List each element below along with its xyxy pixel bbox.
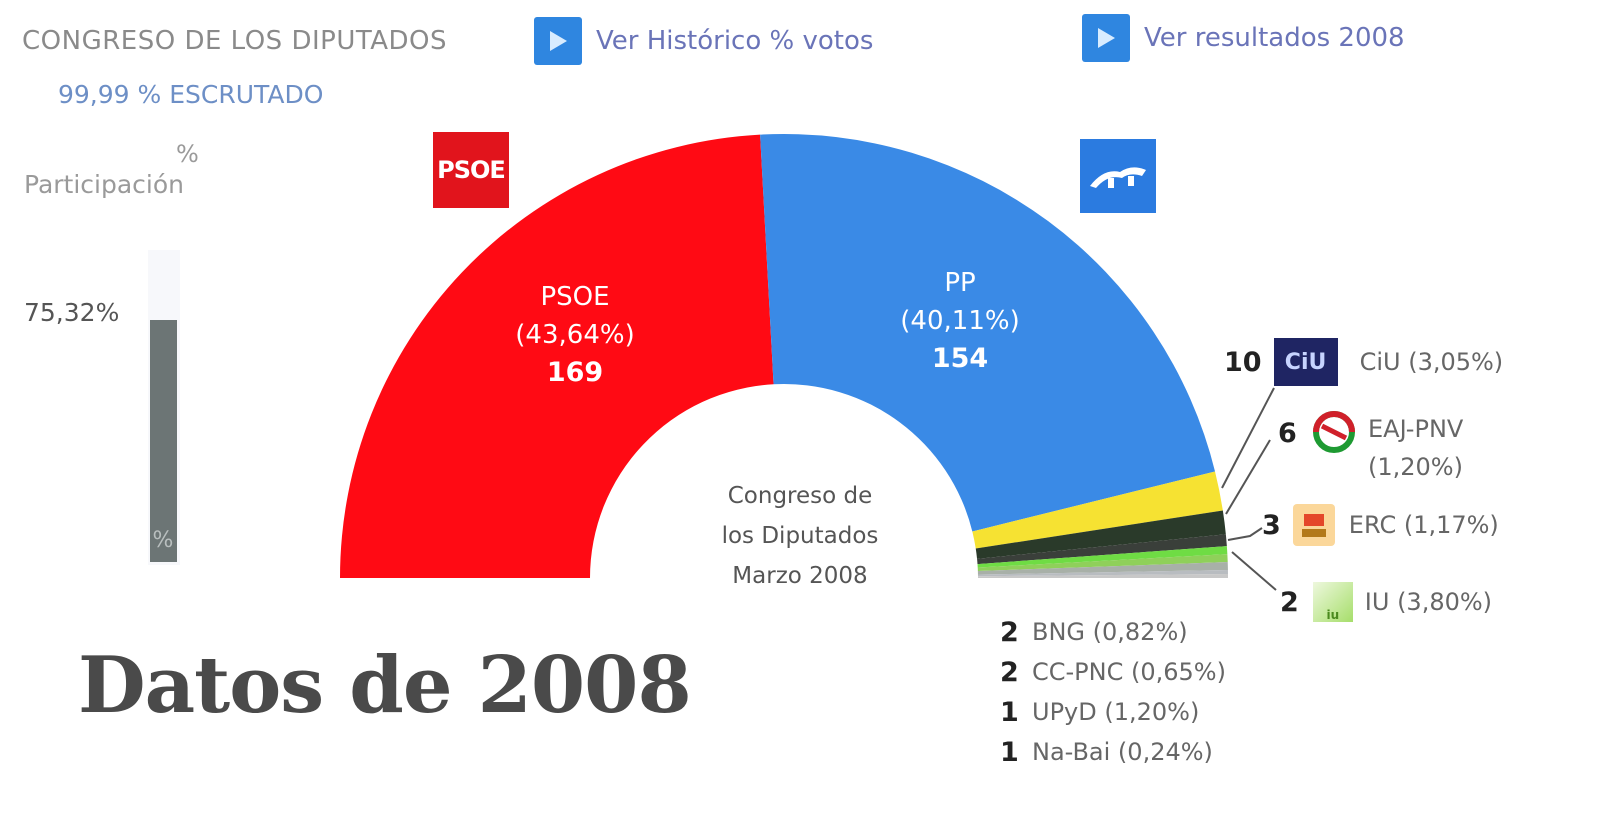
cc-pnc-seats: 2 bbox=[1000, 656, 1019, 688]
segment-bng bbox=[977, 554, 1228, 572]
participation-value: 75,32% bbox=[24, 298, 120, 327]
upyd-seats: 1 bbox=[1000, 696, 1019, 728]
play-icon bbox=[1082, 14, 1130, 62]
page-title: CONGRESO DE LOS DIPUTADOS bbox=[22, 26, 447, 56]
psoe-logo: PSOE bbox=[433, 132, 509, 208]
segment-upyd bbox=[977, 570, 1228, 577]
leader-lines bbox=[1221, 387, 1277, 591]
play-icon bbox=[534, 17, 582, 65]
pp-seats: 154 bbox=[931, 343, 989, 374]
segment-cc-pnc bbox=[977, 562, 1228, 575]
segment-pp bbox=[760, 134, 1216, 532]
pp-gull-icon bbox=[1090, 167, 1146, 188]
erc-seats: 3 bbox=[1262, 509, 1281, 541]
na-bai-label: Na-Bai (0,24%) bbox=[1032, 738, 1213, 766]
cc-pnc-label: CC-PNC (0,65%) bbox=[1032, 658, 1226, 686]
center-label-line3: Marzo 2008 bbox=[732, 563, 868, 589]
segment-psoe bbox=[340, 134, 774, 579]
minor-parties-list: 2 BNG (0,82%) 2 CC-PNC (0,65%) 1 UPyD (1… bbox=[1000, 612, 1226, 772]
footer-title: Datos de 2008 bbox=[78, 640, 692, 731]
pp-pct: (40,11%) bbox=[900, 306, 1020, 336]
segment-ciu bbox=[972, 471, 1223, 549]
pnv-logo bbox=[1313, 411, 1355, 453]
scrutiny-status: 99,99 % ESCRUTADO bbox=[58, 80, 324, 109]
legend-item-bng: 2 BNG (0,82%) bbox=[1000, 612, 1226, 652]
legend-item-iu: 2 iu IU (3,80%) bbox=[1280, 582, 1492, 622]
legend-item-pnv: 6 bbox=[1278, 418, 1297, 449]
center-label-line2: los Diputados bbox=[721, 523, 879, 549]
percent-icon: % bbox=[152, 528, 174, 553]
participation-percent-symbol: % bbox=[176, 140, 199, 168]
psoe-pct: (43,64%) bbox=[515, 320, 635, 350]
iu-seats: 2 bbox=[1280, 586, 1299, 618]
ciu-seats: 10 bbox=[1224, 346, 1262, 378]
results-2008-link[interactable]: Ver resultados 2008 bbox=[1082, 14, 1405, 62]
center-label-line1: Congreso de bbox=[727, 483, 873, 509]
pp-name: PP bbox=[944, 268, 976, 298]
participation-bar bbox=[150, 320, 177, 562]
bng-label: BNG (0,82%) bbox=[1032, 618, 1188, 646]
segment-iu bbox=[977, 546, 1228, 568]
legend-item-na-bai: 1 Na-Bai (0,24%) bbox=[1000, 732, 1226, 772]
results-2008-label: Ver resultados 2008 bbox=[1144, 23, 1405, 53]
erc-logo bbox=[1292, 504, 1335, 546]
legend-item-ciu: 10 CiU CiU (3,05%) bbox=[1224, 338, 1503, 386]
pp-logo bbox=[1080, 139, 1156, 213]
legend-item-upyd: 1 UPyD (1,20%) bbox=[1000, 692, 1226, 732]
iu-label: IU (3,80%) bbox=[1364, 588, 1493, 616]
pnv-label: EAJ-PNV (1,20%) bbox=[1368, 410, 1463, 486]
erc-label: ERC (1,17%) bbox=[1348, 511, 1499, 539]
ciu-logo: CiU bbox=[1273, 338, 1338, 386]
psoe-name: PSOE bbox=[540, 282, 610, 312]
na-bai-seats: 1 bbox=[1000, 736, 1019, 768]
pnv-label-name: EAJ-PNV bbox=[1368, 415, 1464, 443]
iu-logo: iu bbox=[1312, 582, 1353, 622]
segment-erc bbox=[977, 534, 1227, 565]
pnv-label-pct: (1,20%) bbox=[1368, 453, 1463, 481]
pnv-seats: 6 bbox=[1278, 418, 1297, 449]
historic-votes-link[interactable]: Ver Histórico % votos bbox=[534, 17, 873, 65]
legend-item-erc: 3 ERC (1,17%) bbox=[1262, 504, 1499, 546]
legend-item-cc-pnc: 2 CC-PNC (0,65%) bbox=[1000, 652, 1226, 692]
psoe-segment-label: PSOE (43,64%) 169 bbox=[490, 278, 660, 392]
segment-eaj-pnv bbox=[975, 510, 1226, 559]
historic-votes-label: Ver Histórico % votos bbox=[596, 26, 874, 56]
psoe-seats: 169 bbox=[546, 357, 604, 388]
participation-label: Participación bbox=[24, 170, 185, 199]
segment-na-bai bbox=[977, 574, 1228, 578]
bng-seats: 2 bbox=[1000, 616, 1019, 648]
chart-center-label: Congreso de los Diputados Marzo 2008 bbox=[690, 476, 910, 596]
pp-segment-label: PP (40,11%) 154 bbox=[880, 264, 1040, 378]
upyd-label: UPyD (1,20%) bbox=[1032, 698, 1200, 726]
ciu-label: CiU (3,05%) bbox=[1359, 348, 1504, 376]
